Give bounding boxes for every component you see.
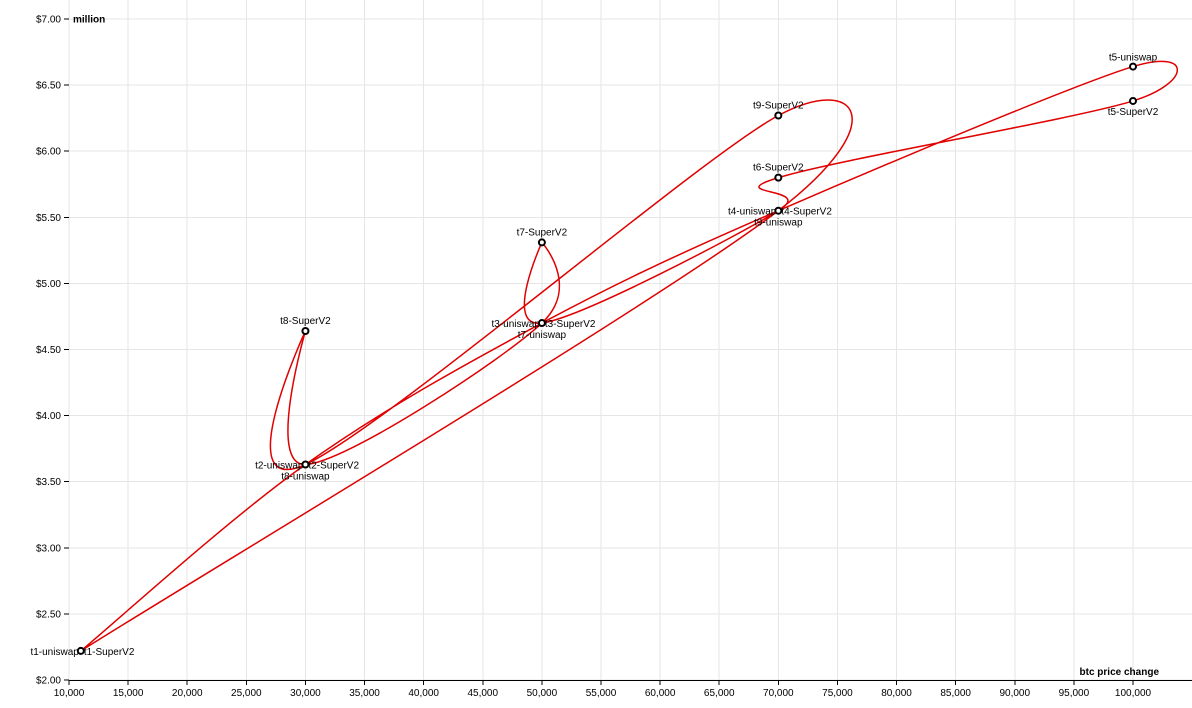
- point-label: t6-SuperV2: [753, 163, 804, 174]
- y-tick-label: $4.00: [36, 411, 61, 422]
- y-tick-label: $4.50: [36, 345, 61, 356]
- x-tick-label: 80,000: [881, 688, 912, 699]
- data-point: [774, 111, 783, 120]
- y-tick-label: $7.00: [36, 15, 61, 26]
- x-tick-label: 60,000: [645, 688, 676, 699]
- x-tick-label: 75,000: [822, 688, 853, 699]
- point-label: t4-SuperV2: [781, 207, 832, 218]
- y-tick-label: $2.50: [36, 609, 61, 620]
- y-tick-label: $2.00: [36, 676, 61, 687]
- x-tick-label: 25,000: [231, 688, 262, 699]
- y-tick-label: $5.50: [36, 213, 61, 224]
- x-tick-label: 65,000: [704, 688, 735, 699]
- y-tick-label: $3.00: [36, 543, 61, 554]
- series-line: [80, 60, 1178, 652]
- x-axis-title: btc price change: [1080, 667, 1160, 678]
- y-axis-title: million: [73, 15, 105, 26]
- x-tick-label: 90,000: [999, 688, 1030, 699]
- point-label: t1-SuperV2: [84, 647, 135, 658]
- x-tick-label: 95,000: [1059, 688, 1090, 699]
- point-label: t4-uniswap: [728, 207, 777, 218]
- point-label: t2-SuperV2: [308, 461, 359, 472]
- data-point: [537, 319, 546, 328]
- point-label: t1-uniswap: [30, 647, 79, 658]
- x-tick-label: 45,000: [467, 688, 498, 699]
- point-labels: t1-uniswap t1-SuperV2 t2-uniswap t2-SuperV2…: [30, 53, 1158, 658]
- point-label: t7-uniswap: [518, 330, 567, 341]
- point-label: t3-SuperV2: [545, 319, 596, 330]
- x-axis-ticks: 10,000 15,000 20,000 25,000 30,000 35,000 40,0…: [54, 680, 1152, 699]
- data-point: [774, 206, 783, 215]
- data-point: [1129, 62, 1137, 71]
- point-label: t7-SuperV2: [517, 227, 568, 238]
- x-gridlines: [68, 0, 1134, 680]
- data-point: [301, 326, 310, 335]
- data-point: [1129, 96, 1137, 105]
- point-label: t2-uniswap: [255, 461, 304, 472]
- x-tick-label: 50,000: [527, 688, 558, 699]
- data-point: [76, 646, 85, 655]
- x-tick-label: 85,000: [940, 688, 971, 699]
- x-tick-label: 55,000: [586, 688, 617, 699]
- point-label: t8-uniswap: [281, 472, 330, 483]
- x-tick-label: 100,000: [1115, 688, 1152, 699]
- point-label: t9-uniswap: [754, 218, 803, 229]
- y-gridlines: [69, 18, 1192, 681]
- x-tick-label: 15,000: [113, 688, 144, 699]
- y-tick-label: $5.00: [36, 279, 61, 290]
- x-tick-label: 20,000: [172, 688, 203, 699]
- data-point: [537, 238, 546, 247]
- x-tick-label: 35,000: [349, 688, 380, 699]
- data-point: [301, 460, 310, 469]
- y-axis-ticks: $2.00 $2.50 $3.00 $3.50 $4.00 $4.50 $5.00 $5.50…: [36, 15, 69, 687]
- x-tick-label: 10,000: [54, 688, 85, 699]
- point-label: t9-SuperV2: [753, 101, 804, 112]
- y-tick-label: $3.50: [36, 477, 61, 488]
- point-label: t3-uniswap: [492, 319, 541, 330]
- point-label: t5-SuperV2: [1108, 107, 1159, 118]
- y-tick-label: $6.00: [36, 147, 61, 158]
- data-point: [774, 173, 783, 182]
- x-tick-label: 40,000: [408, 688, 439, 699]
- point-label: t5-uniswap: [1109, 53, 1158, 64]
- data-points: [76, 62, 1137, 655]
- x-tick-label: 70,000: [763, 688, 794, 699]
- x-tick-label: 30,000: [290, 688, 321, 699]
- y-tick-label: $6.50: [36, 81, 61, 92]
- point-label: t8-SuperV2: [280, 316, 331, 327]
